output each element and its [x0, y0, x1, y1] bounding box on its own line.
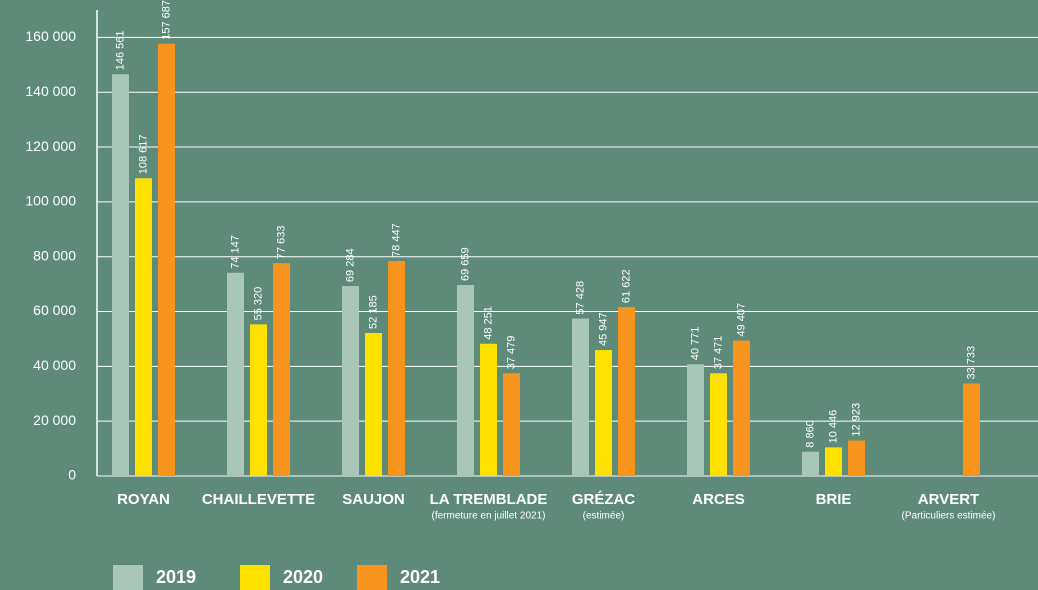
- bar: [250, 324, 267, 476]
- bar: [802, 451, 819, 476]
- value-label: 69 284: [344, 248, 356, 282]
- x-tick-label: BRIE: [816, 491, 852, 508]
- category-note: (fermeture en juillet 2021): [432, 511, 546, 522]
- x-tick-label: ROYAN: [117, 491, 170, 508]
- x-tick-label: ARVERT: [918, 491, 979, 508]
- bar: [710, 373, 727, 476]
- x-tick-label: GRÉZAC: [572, 491, 636, 508]
- legend-label: 2019: [156, 567, 196, 587]
- y-tick-label: 120 000: [25, 138, 76, 154]
- x-tick-label: ARCES: [692, 491, 745, 508]
- value-label: 57 428: [574, 281, 586, 315]
- bar: [273, 263, 290, 476]
- value-label: 52 185: [367, 295, 379, 329]
- legend-swatch: [113, 565, 143, 590]
- bar: [687, 364, 704, 476]
- legend-swatch: [240, 565, 270, 590]
- bar: [388, 260, 405, 476]
- value-label: 74 147: [229, 235, 241, 269]
- bar: [963, 383, 980, 476]
- value-label: 146 561: [114, 30, 126, 70]
- value-label: 12 923: [850, 403, 862, 437]
- y-tick-label: 80 000: [33, 247, 76, 263]
- legend-label: 2020: [283, 567, 323, 587]
- bar: [112, 74, 129, 477]
- value-label: 157 687: [160, 0, 172, 40]
- value-label: 49 407: [735, 303, 747, 337]
- legend-swatch: [357, 565, 387, 590]
- value-label: 37 479: [505, 336, 517, 370]
- y-tick-label: 100 000: [25, 193, 76, 209]
- bar: [342, 286, 359, 476]
- y-tick-label: 60 000: [33, 302, 76, 318]
- bar: [365, 332, 382, 476]
- bar: [595, 350, 612, 476]
- value-label: 37 471: [712, 336, 724, 370]
- bar: [733, 340, 750, 476]
- bar: [825, 447, 842, 476]
- category-note: (estimée): [583, 511, 625, 522]
- value-label: 40 771: [689, 327, 701, 361]
- bar: [618, 307, 635, 476]
- value-label: 61 622: [620, 269, 632, 303]
- category-note: (Particuliers estimée): [902, 511, 996, 522]
- y-tick-label: 0: [68, 467, 76, 483]
- value-label: 45 947: [597, 312, 609, 346]
- y-tick-label: 20 000: [33, 412, 76, 428]
- legend-label: 2021: [400, 567, 440, 587]
- value-label: 8 860: [804, 420, 816, 448]
- value-label: 108 617: [137, 134, 149, 174]
- x-tick-label: LA TREMBLADE: [430, 491, 548, 508]
- bar: [158, 43, 175, 476]
- bar: [572, 318, 589, 476]
- bar: [135, 178, 152, 476]
- x-tick-label: SAUJON: [342, 491, 405, 508]
- value-label: 10 446: [827, 410, 839, 444]
- value-label: 48 251: [482, 306, 494, 340]
- bar: [457, 285, 474, 476]
- value-label: 78 447: [390, 223, 402, 257]
- bar: [848, 440, 865, 476]
- value-label: 77 633: [275, 226, 287, 260]
- bar: [503, 373, 520, 476]
- y-tick-label: 140 000: [25, 83, 76, 99]
- value-label: 69 659: [459, 247, 471, 281]
- value-label: 55 320: [252, 287, 264, 321]
- x-tick-label: CHAILLEVETTE: [202, 491, 315, 508]
- bar: [227, 272, 244, 476]
- y-tick-label: 160 000: [25, 28, 76, 44]
- value-label: 33 733: [965, 346, 977, 380]
- bar: [480, 343, 497, 476]
- y-tick-label: 40 000: [33, 357, 76, 373]
